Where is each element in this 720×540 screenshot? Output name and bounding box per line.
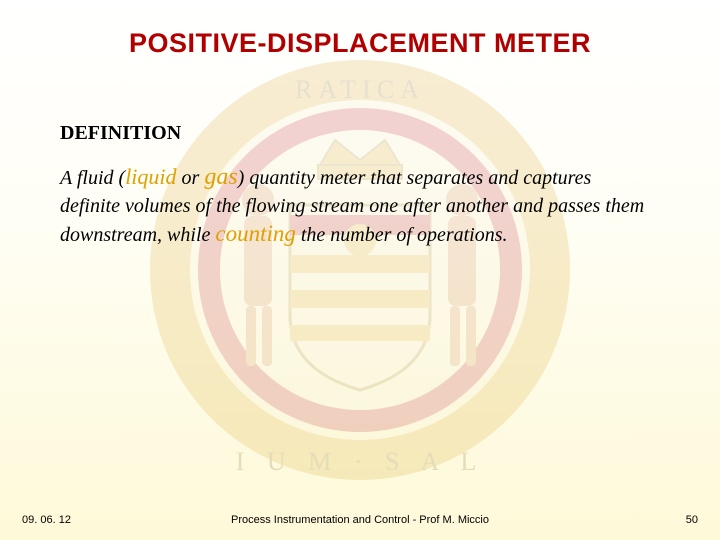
highlight-liquid: liquid: [125, 164, 176, 189]
body-text-1: A fluid (: [60, 167, 125, 189]
body-text-2: or: [177, 167, 205, 189]
highlight-counting: counting: [215, 221, 296, 246]
slide: RATICA I U M · S A L: [0, 0, 720, 540]
svg-text:I U M · S A L: I U M · S A L: [236, 447, 484, 476]
slide-title: POSITIVE-DISPLACEMENT METER: [0, 28, 720, 59]
body-text-4: the number of operations.: [296, 224, 508, 246]
footer-center: Process Instrumentation and Control - Pr…: [0, 514, 720, 526]
footer-page-number: 50: [686, 514, 698, 526]
highlight-gas: gas: [204, 164, 237, 190]
seal-watermark: RATICA I U M · S A L: [140, 50, 580, 490]
svg-text:RATICA: RATICA: [295, 75, 425, 104]
definition-heading: DEFINITION: [60, 122, 181, 145]
definition-body: A fluid (liquid or gas) quantity meter t…: [60, 162, 650, 249]
